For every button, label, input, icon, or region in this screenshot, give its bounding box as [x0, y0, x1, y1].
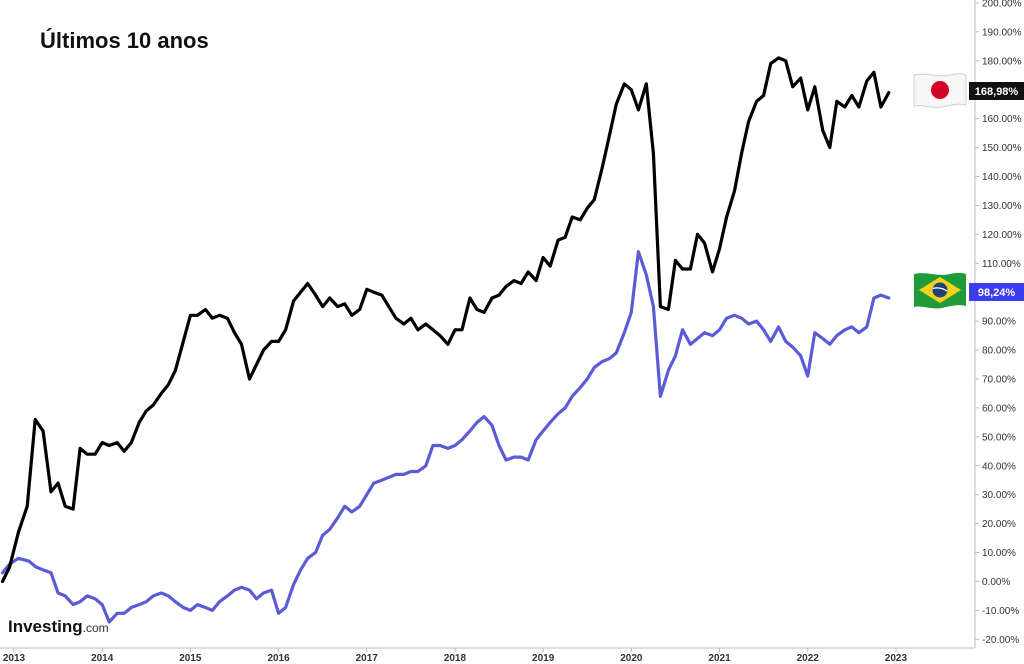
y-tick-label: 160.00% [982, 114, 1022, 125]
y-tick-label: 40.00% [982, 461, 1016, 472]
japan-flag-icon [913, 73, 967, 108]
x-axis-ticks: 2013 2014 2015 2016 2017 2018 2019 2020 2021 2022… [3, 648, 908, 664]
logo-main-text: Investing [8, 617, 83, 636]
y-tick-label: 30.00% [982, 490, 1016, 501]
y-tick-label: 140.00% [982, 172, 1022, 183]
x-tick-label: 2020 [620, 653, 643, 664]
y-tick-label: -10.00% [982, 606, 1019, 617]
brazil-value-badge: 98,24% [969, 283, 1024, 301]
brazil-value-badge-bg [969, 283, 1024, 301]
x-tick-label: 2018 [444, 653, 467, 664]
y-tick-label: 90.00% [982, 317, 1016, 328]
x-tick-label: 2014 [91, 653, 114, 664]
x-tick-label: 2017 [356, 653, 379, 664]
y-tick-label: 200.00% [982, 0, 1022, 9]
logo-text: Investing.com [8, 617, 109, 636]
x-tick-label: 2022 [797, 653, 820, 664]
y-tick-label: 10.00% [982, 548, 1016, 559]
y-axis-ticks: -20.00% -10.00% 0.00% 10.00% 20.00% 30.00% 40.… [975, 0, 1022, 646]
y-tick-label: 120.00% [982, 230, 1022, 241]
x-tick-label: 2016 [267, 653, 290, 664]
japan-series-line [0, 56, 891, 584]
japan-value-badge: 168,98% [969, 82, 1024, 100]
y-tick-label: -20.00% [982, 635, 1019, 646]
y-tick-label: 130.00% [982, 201, 1022, 212]
y-tick-label: 70.00% [982, 374, 1016, 385]
y-tick-label: 80.00% [982, 346, 1016, 357]
y-tick-label: 110.00% [982, 259, 1021, 270]
y-tick-label: 50.00% [982, 432, 1016, 443]
logo-sub-text: .com [83, 621, 109, 635]
brazil-value-label: 98,24% [978, 287, 1016, 299]
x-tick-label: 2019 [532, 653, 555, 664]
y-tick-label: 180.00% [982, 56, 1022, 67]
brazil-flag-icon [914, 272, 966, 309]
x-tick-label: 2015 [179, 653, 202, 664]
investing-logo: Investing.com [8, 617, 109, 636]
japan-value-label: 168,98% [975, 86, 1019, 98]
x-tick-label: 2023 [885, 653, 908, 664]
y-tick-label: 20.00% [982, 519, 1016, 530]
y-tick-label: 0.00% [982, 577, 1010, 588]
y-tick-label: 190.00% [982, 27, 1022, 38]
japan-value-badge-bg [969, 82, 1024, 100]
chart-title: Últimos 10 anos [40, 28, 209, 53]
y-tick-label: 150.00% [982, 143, 1022, 154]
x-tick-label: 2013 [3, 653, 26, 664]
brazil-series-line [0, 250, 891, 624]
x-tick-label: 2021 [708, 653, 731, 664]
y-tick-label: 60.00% [982, 403, 1016, 414]
